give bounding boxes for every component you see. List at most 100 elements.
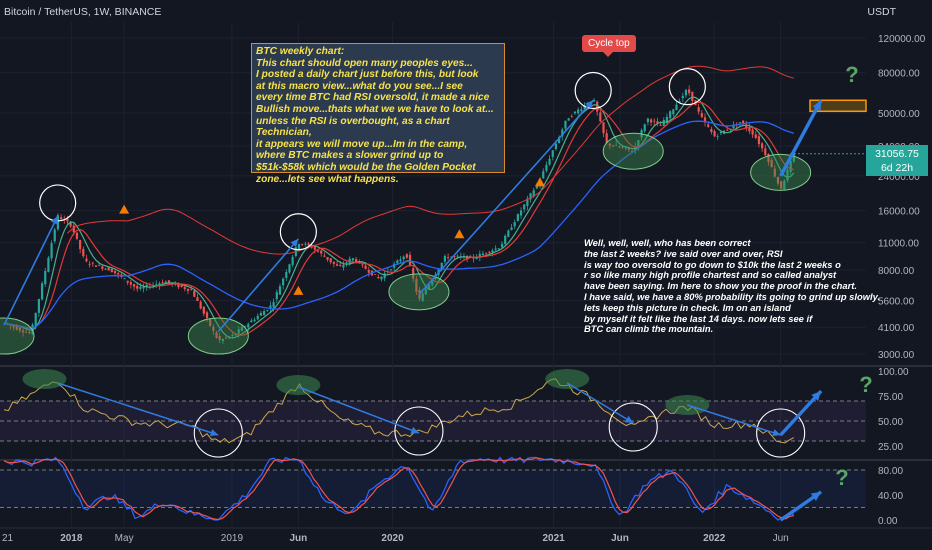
candle-body [34,312,37,327]
rsi-tick-label: 25.00 [878,442,903,453]
candle-body [110,268,113,273]
candle-body [688,89,691,94]
candle-body [535,184,539,189]
candle-body [37,298,40,313]
candle-body [196,297,199,302]
candle-body [28,332,31,334]
peak-circle [574,71,612,110]
candle-body [424,289,427,295]
candle-body [630,151,634,153]
candle-body [456,255,459,257]
candle-body [475,257,478,260]
candle-body [66,219,69,222]
candle-body [221,338,224,342]
candle-body [415,279,418,292]
candle-body [570,116,573,118]
arrow-head [810,491,822,502]
price-tick-label: 80000.00 [878,69,920,80]
candle-body [618,146,621,148]
candle-body [519,210,523,216]
ma-long-line [3,120,794,329]
candle-body [440,262,443,269]
candle-body [155,283,158,285]
candle-body [107,267,110,271]
candle-body [132,284,136,287]
candle-body [684,89,688,96]
candle-body [209,318,212,326]
candle-body [253,319,256,322]
candle-body [421,293,424,302]
candle-body [301,244,304,246]
candle-body [345,262,348,264]
note-line: BTC can climb the mountain. [584,323,714,335]
arrow-shaft [687,404,781,436]
candle-body [91,262,94,264]
candle-body [780,181,783,189]
warning-triangle [119,204,130,214]
rsi-tick-label: 75.00 [878,392,903,403]
candle-body [596,101,599,112]
candle-body [282,278,285,286]
arrow-head [812,100,822,111]
candle-body [94,265,98,267]
price-tick-label: 11000.00 [878,239,919,250]
candle-body [478,253,481,258]
note-line: This chart should open many peoples eyes… [256,57,473,69]
ma-mid-line [3,101,794,336]
candle-body [364,265,367,269]
note-line: lets keep this picture in check. Im on a… [584,301,791,313]
candle-body [707,124,710,127]
candle-body [145,284,148,288]
candle-body [573,111,577,114]
stoch-d-line [3,457,794,521]
candle-body [748,127,751,132]
rsi-overbought-ellipse [22,369,67,389]
candle-body [745,124,748,129]
candle-body [672,109,675,115]
candle-body [44,271,47,285]
candle-body [446,257,450,258]
candle-body [291,256,294,265]
candle-body [351,258,355,261]
arrow-shaft [3,215,59,326]
candle-body [98,265,101,266]
arrow-head [585,100,594,109]
candle-body [599,112,602,122]
golden-pocket-zone [809,99,867,113]
candle-body [50,243,53,259]
rsi-projection-arrow [779,389,823,437]
question-mark: ? [859,372,872,397]
candle-body [269,305,272,309]
rsi-trend-arrow [57,382,219,437]
candle-body [399,259,402,262]
candle-body [218,336,221,340]
rsi-tick-label: 100.00 [878,367,909,378]
candle-body [72,225,75,233]
candle-body [491,250,494,253]
candle-body [500,243,504,248]
candle-body [700,113,703,118]
candle-body [104,268,107,270]
candle-body [240,327,244,331]
note-line: I have said, we have a 80% probability i… [584,290,881,302]
x-tick-label: 2022 [703,533,726,544]
arrow-head [772,429,781,437]
arrow-head [410,426,419,434]
candle-body [624,147,627,149]
candle-body [615,144,618,146]
note-line: it appears we will move up...Im in the c… [256,138,468,150]
candle-body [450,256,453,258]
price-tick-label: 3000.00 [878,350,915,361]
candle-body [307,243,310,246]
currency-label: USDT [867,6,896,18]
arrow-shaft [418,99,594,296]
candle-body [129,282,132,285]
candle-body [272,302,275,308]
candle-body [656,121,659,123]
ma-short-line [3,96,795,339]
trend-arrow [3,215,59,326]
candle-body [621,147,624,149]
candle-body [335,264,339,266]
x-tick-label: Jun [289,533,307,544]
